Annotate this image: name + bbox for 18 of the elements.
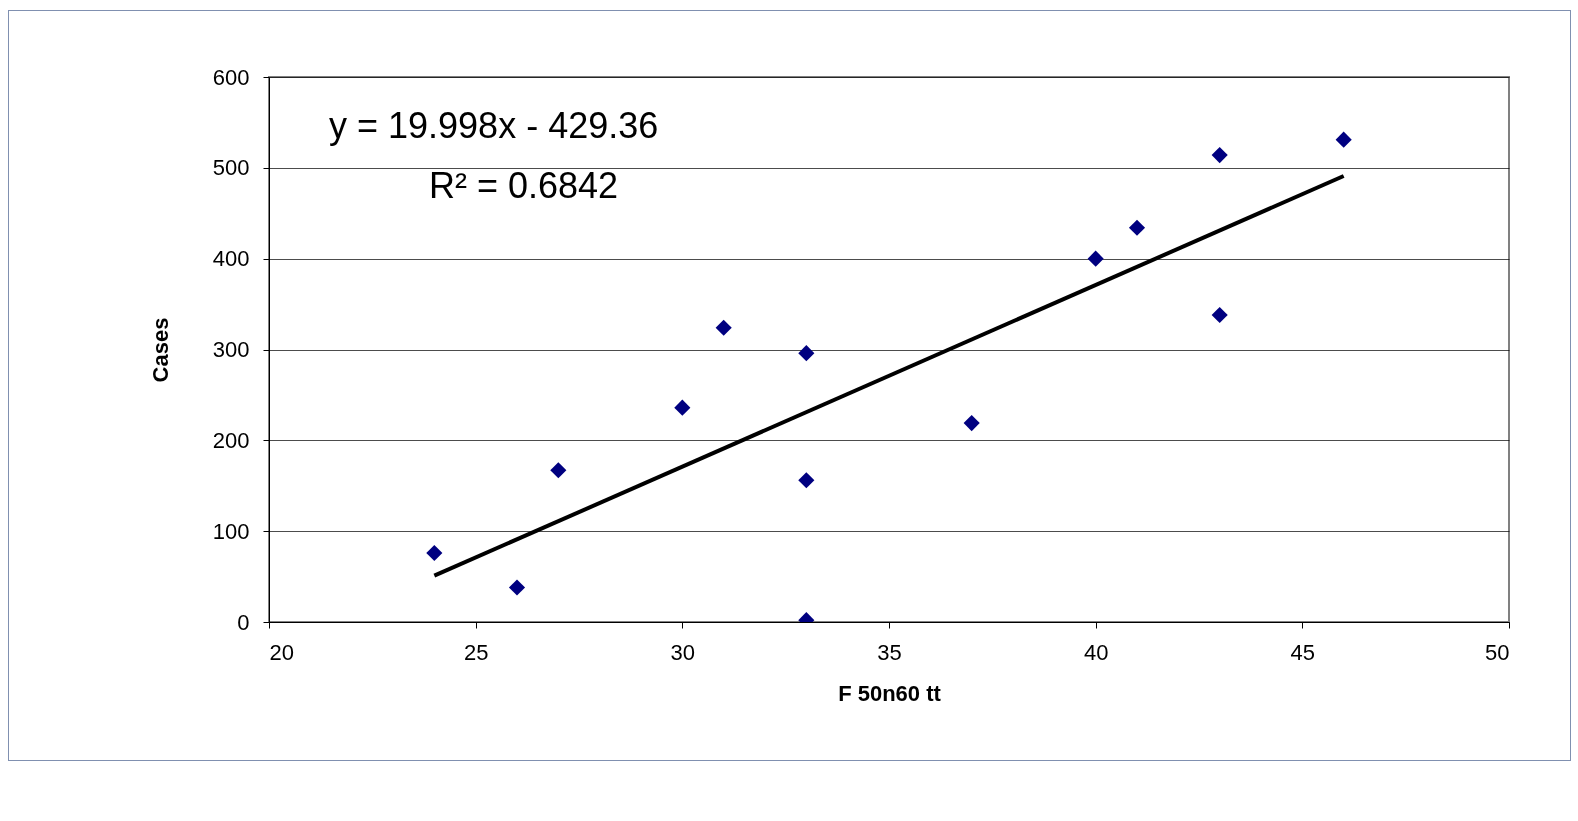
y-tick-label: 300: [212, 337, 250, 362]
annotation: y = 19.998x - 429.36: [329, 105, 659, 146]
x-tick-label: 45: [1290, 639, 1316, 665]
y-tick-label: 100: [212, 518, 250, 544]
x-tick-label: 40: [1083, 639, 1109, 665]
y-tick-label: 200: [212, 427, 250, 453]
x-tick-label: 35: [877, 639, 902, 665]
x-tick-label: 30: [670, 639, 696, 665]
annotation: R² = 0.6842: [429, 165, 619, 206]
y-tick-label: 600: [212, 64, 250, 90]
x-tick-label: 20: [269, 639, 294, 665]
y-tick-label: 500: [212, 155, 250, 181]
y-tick-label: 0: [237, 609, 250, 635]
y-axis-title: Cases: [147, 317, 173, 383]
x-axis-title: F 50n60 tt: [838, 680, 942, 706]
y-tick-label: 400: [212, 246, 250, 272]
x-tick-label: 50: [1485, 639, 1510, 665]
x-tick-label: 25: [463, 639, 489, 665]
